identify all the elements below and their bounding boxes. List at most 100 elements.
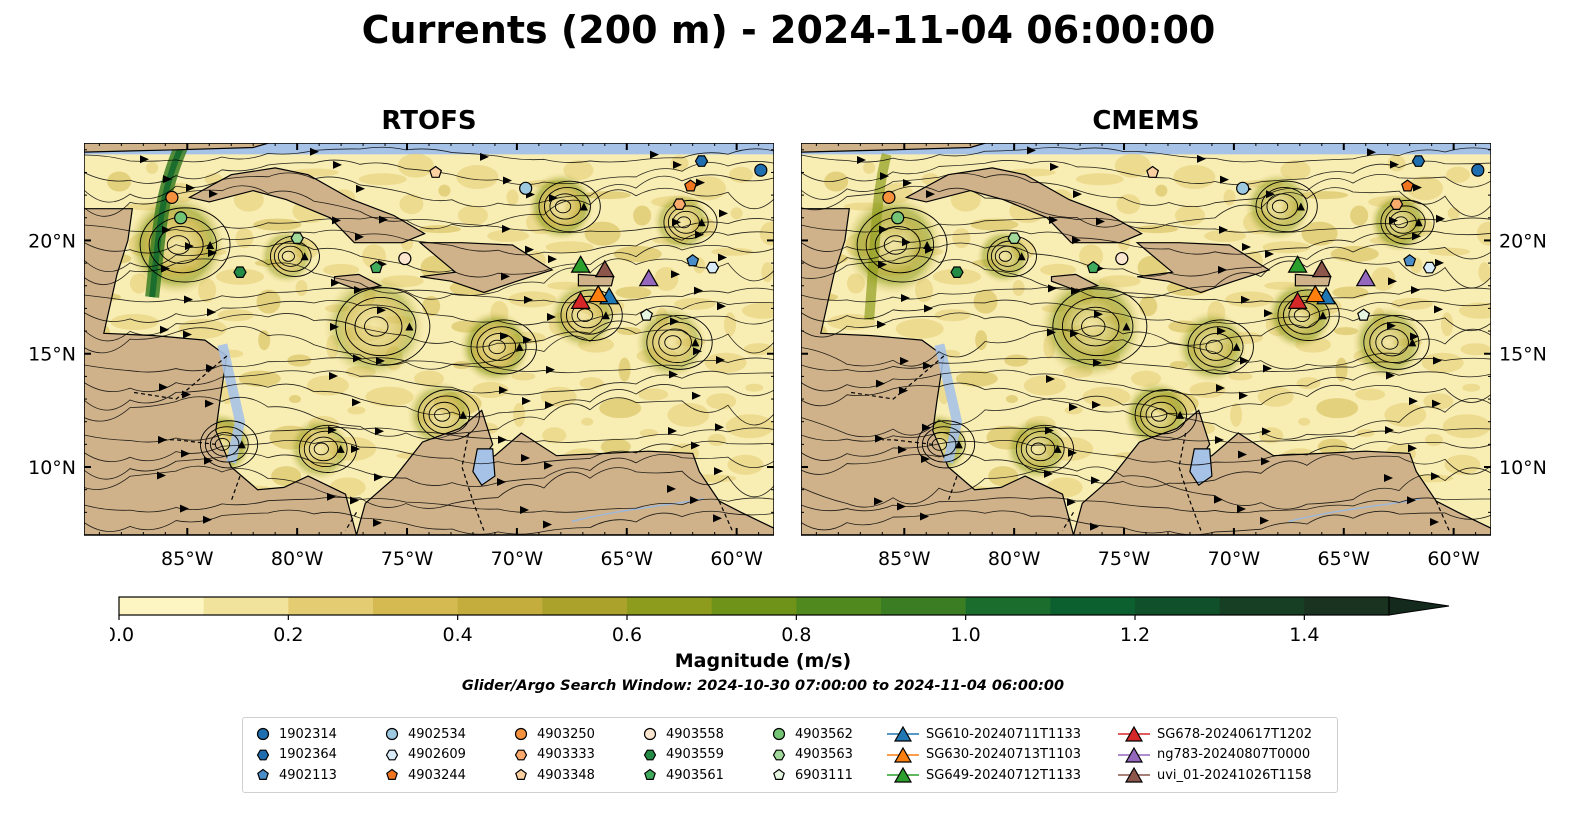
magnitude-patch [1462,383,1481,392]
magnitude-patch [1023,375,1066,396]
platform-marker-1902314 [754,163,768,177]
legend-item: 4903333 [511,745,595,766]
platform-marker-SG678-20240617T1202 [1287,291,1308,309]
magnitude-patch [1384,402,1427,427]
magnitude-patch [1064,406,1083,415]
colorbar-tick-label: 0.4 [443,624,473,646]
streamline-arrow [206,363,215,372]
streamline-arrow [140,155,149,164]
platform-marker-4903333 [1389,198,1404,211]
colorbar-segment [288,597,374,615]
land-lake-maracaibo [1189,448,1213,487]
streamline [84,452,774,487]
streamline-arrow [185,242,194,251]
streamline-arrow [544,461,553,470]
magnitude-patch [1139,296,1158,317]
streamline-arrow [672,218,681,227]
magnitude-patch [725,414,774,439]
lon-tick-label: 70°W [1208,548,1261,570]
legend-label: uvi_01-20241026T1158 [1157,767,1312,783]
magnitude-patch [711,247,754,256]
streamline-arrow [237,440,246,449]
streamline-arrow [351,445,360,454]
streamline [801,172,1491,208]
streamline [84,255,774,300]
magnitude-patch [1262,241,1311,254]
map-panel-rtofs[interactable] [84,143,774,563]
legend-label: 4903244 [408,767,466,783]
streamline [84,172,774,208]
magnitude-patch [1371,266,1396,291]
hexagon-marker-icon [256,749,270,761]
platform-marker-uvi_01-20241026T1158 [1311,259,1332,278]
streamline-arrow [718,253,727,262]
magnitude-patch [1317,438,1348,455]
legend-label: 4902609 [408,747,466,763]
legend-label: 4902113 [279,767,337,783]
magnitude-patch [358,173,407,186]
streamline [1030,442,1046,456]
legend-label: 4902534 [408,726,466,742]
legend-item: SG630-20240713T1103 [886,745,1081,766]
legend-item: 4903558 [640,724,724,745]
streamline [1271,199,1289,214]
streamline-arrow [714,467,723,476]
lon-tick-label: 85°W [878,548,931,570]
magnitude-patch [347,406,366,415]
magnitude-patch [295,280,308,297]
magnitude-patch [456,164,499,189]
streamline [157,225,204,264]
platform-marker-4903561 [369,260,383,274]
streamline-arrow [523,335,532,344]
streamline [417,389,480,441]
streamline-arrow [331,278,340,287]
streamline-arrow [162,225,171,234]
magnitude-patch [513,402,526,427]
streamline-arrow [183,330,192,339]
streamline-arrow [208,248,217,257]
streamline-arrow [903,178,912,187]
streamline-arrow [579,202,588,211]
streamline-arrow [1069,403,1078,412]
streamline-arrow [300,252,309,261]
platform-marker-4903563 [1007,232,1021,245]
streamline-arrow [1072,236,1081,245]
magnitude-patch [581,417,594,426]
lat-axis-left: 20°N 15°N 10°N [28,230,76,479]
streamline-arrow [1045,426,1054,435]
lon-tick-label: 80°W [988,548,1041,570]
magnitude-patch [1350,205,1369,226]
legend-marker [1124,746,1144,763]
legend-label: SG649-20240712T1133 [926,767,1082,783]
streamline-arrow [899,386,908,395]
streamline-arrow [670,317,679,326]
magnitude-patch [288,395,301,404]
legend-label: 4903333 [537,747,595,763]
streamline-arrow [713,514,722,523]
streamline-arrow [1263,364,1272,373]
country-border [344,511,358,531]
streamline [801,440,1491,466]
streamline [998,250,1012,262]
legend-marker [257,769,269,781]
country-border [132,355,228,400]
streamline [303,430,348,468]
triangle-marker-icon [1118,767,1150,783]
magnitude-patch [973,289,998,314]
streamline [801,160,1491,186]
platform-marker-4903558 [398,251,412,266]
streamline-arrow [693,347,702,356]
shelf-water [217,343,246,464]
streamline-arrow [159,383,168,392]
streamline-arrow [543,520,552,529]
magnitude-patch [107,171,132,192]
lon-tick-label: 85°W [161,548,214,570]
streamline [1020,430,1065,468]
magnitude-patch [1447,207,1460,220]
streamline-arrow [1067,498,1076,507]
legend-marker [893,767,913,783]
streamline-arrow [1318,311,1327,320]
magnitude-patch [1444,454,1481,475]
colorbar-segment [627,597,713,615]
map-panel-cmems[interactable] [801,143,1491,563]
